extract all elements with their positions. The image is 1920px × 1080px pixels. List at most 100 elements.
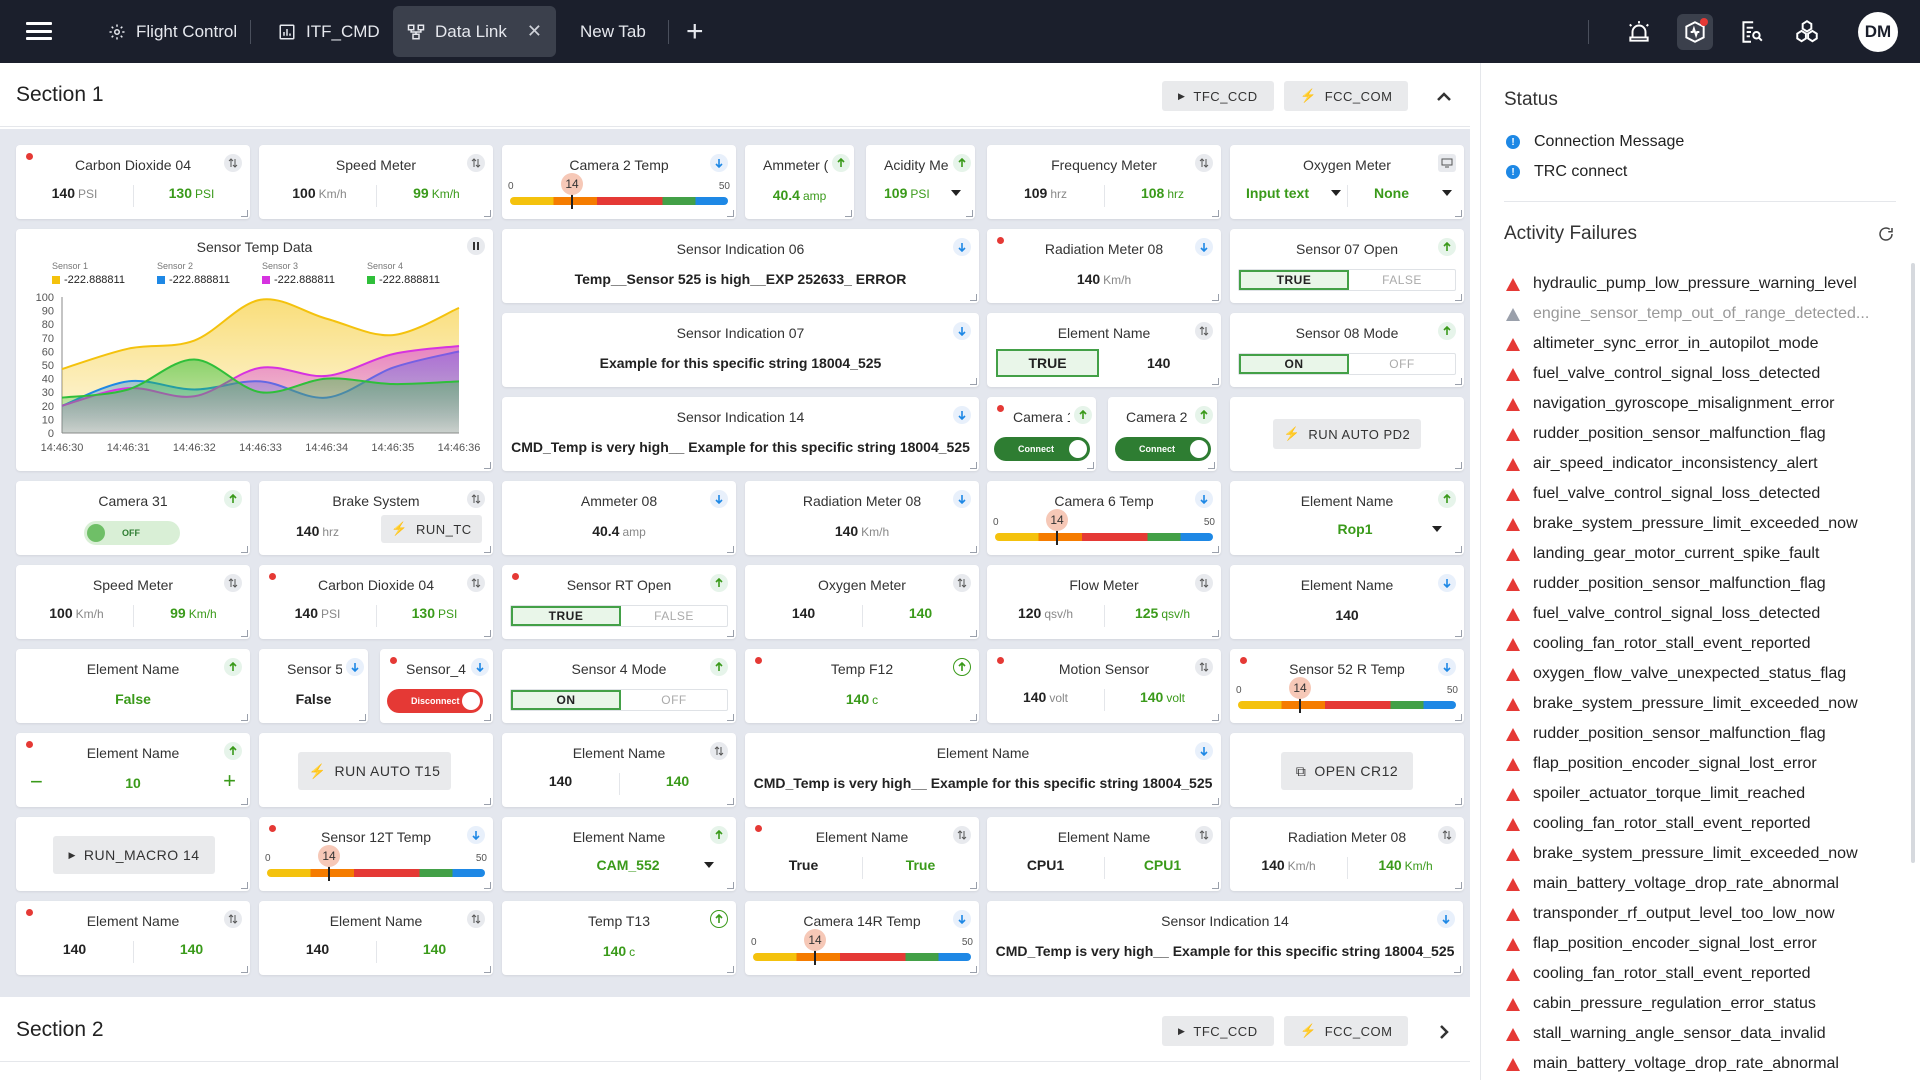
arrow-down-icon[interactable] <box>1437 910 1455 928</box>
swap-icon[interactable] <box>953 826 971 844</box>
failure-item[interactable]: engine_sensor_temp_out_of_range_detected… <box>1506 305 1869 323</box>
failure-item[interactable]: brake_system_pressure_limit_exceeded_now <box>1506 845 1858 863</box>
arrow-up-icon[interactable] <box>224 742 242 760</box>
failure-item[interactable]: altimeter_sync_error_in_autopilot_mode <box>1506 335 1819 353</box>
decrement-button[interactable]: − <box>30 769 43 794</box>
true-false-switch[interactable]: TRUE FALSE <box>1238 269 1456 291</box>
failure-item[interactable]: cooling_fan_rotor_stall_event_reported <box>1506 815 1811 833</box>
failure-item[interactable]: landing_gear_motor_current_spike_fault <box>1506 545 1819 563</box>
stepper-value[interactable]: 10 <box>125 775 141 791</box>
run-auto-pd2-button[interactable]: ⚡ RUN AUTO PD2 <box>1273 419 1421 449</box>
swap-icon[interactable] <box>224 574 242 592</box>
monitor-icon[interactable] <box>1438 154 1456 172</box>
failure-item[interactable]: cooling_fan_rotor_stall_event_reported <box>1506 965 1811 983</box>
add-tab-icon[interactable]: + <box>686 14 704 48</box>
failure-item[interactable]: fuel_valve_control_signal_loss_detected <box>1506 485 1820 503</box>
tab-data-link[interactable]: Data Link ✕ <box>393 6 556 57</box>
run-tc-button[interactable]: ⚡ RUN_TC <box>381 515 482 543</box>
arrow-up-icon[interactable] <box>710 574 728 592</box>
status-item[interactable]: ! TRC connect <box>1506 163 1627 181</box>
arrow-down-icon[interactable] <box>1438 574 1456 592</box>
rop-select[interactable]: Rop1 <box>1250 521 1442 537</box>
failure-item[interactable]: stall_warning_angle_sensor_data_invalid <box>1506 1025 1826 1043</box>
arrow-up-icon[interactable] <box>832 154 850 172</box>
arrow-up-icon[interactable] <box>1438 490 1456 508</box>
tab-new-tab[interactable]: New Tab <box>572 6 654 57</box>
failure-item[interactable]: main_battery_voltage_drop_rate_abnormal <box>1506 875 1839 893</box>
arrow-up-circle-icon[interactable] <box>953 658 971 676</box>
failure-item[interactable]: rudder_position_sensor_malfunction_flag <box>1506 575 1826 593</box>
swap-icon[interactable] <box>1195 574 1213 592</box>
report-search-icon[interactable] <box>1733 14 1769 50</box>
failure-item[interactable]: brake_system_pressure_limit_exceeded_now <box>1506 515 1858 533</box>
tfc-ccd-button[interactable]: ▶ TFC_CCD <box>1162 1016 1274 1046</box>
failure-item[interactable]: rudder_position_sensor_malfunction_flag <box>1506 725 1826 743</box>
failure-item[interactable]: fuel_valve_control_signal_loss_detected <box>1506 605 1820 623</box>
arrow-down-icon[interactable] <box>1195 742 1213 760</box>
arrow-up-icon[interactable] <box>1438 322 1456 340</box>
increment-button[interactable]: + <box>223 768 236 793</box>
swap-icon[interactable] <box>1195 154 1213 172</box>
arrow-up-icon[interactable] <box>1195 406 1213 424</box>
swap-icon[interactable] <box>1195 658 1213 676</box>
swap-icon[interactable] <box>710 742 728 760</box>
arrow-down-icon[interactable] <box>953 406 971 424</box>
arrow-down-icon[interactable] <box>467 826 485 844</box>
arrow-up-icon[interactable] <box>224 658 242 676</box>
open-cr12-button[interactable]: ⧉ OPEN CR12 <box>1281 752 1413 790</box>
input-text-select[interactable]: Input text <box>1246 185 1341 201</box>
arrow-up-icon[interactable] <box>710 826 728 844</box>
arrow-down-icon[interactable] <box>710 154 728 172</box>
arrow-up-circle-icon[interactable] <box>710 910 728 928</box>
arrow-up-icon[interactable] <box>224 490 242 508</box>
user-avatar[interactable]: DM <box>1858 12 1898 52</box>
failure-item[interactable]: spoiler_actuator_torque_limit_reached <box>1506 785 1805 803</box>
none-select[interactable]: None <box>1360 185 1452 201</box>
chevron-up-icon[interactable] <box>1432 85 1456 109</box>
failure-item[interactable]: air_speed_indicator_inconsistency_alert <box>1506 455 1818 473</box>
arrow-down-icon[interactable] <box>953 238 971 256</box>
arrow-up-icon[interactable] <box>710 658 728 676</box>
arrow-down-icon[interactable] <box>953 490 971 508</box>
tab-itf-cmd[interactable]: ITF_CMD <box>270 6 388 57</box>
close-icon[interactable]: ✕ <box>526 21 542 41</box>
arrow-up-icon[interactable] <box>953 154 971 172</box>
cam-select[interactable]: CAM_552 <box>522 857 714 873</box>
on-off-switch[interactable]: ON OFF <box>510 689 728 711</box>
connect-toggle[interactable]: Connect <box>994 437 1090 461</box>
arrow-down-icon[interactable] <box>471 658 489 676</box>
pause-icon[interactable] <box>467 237 485 255</box>
fcc-com-button[interactable]: ⚡ FCC_COM <box>1284 81 1409 111</box>
failure-item[interactable]: hydraulic_pump_low_pressure_warning_leve… <box>1506 275 1857 293</box>
swap-icon[interactable] <box>224 154 242 172</box>
failure-item[interactable]: main_battery_voltage_drop_rate_abnormal <box>1506 1055 1839 1073</box>
swap-icon[interactable] <box>467 154 485 172</box>
run-macro-14-button[interactable]: ▶ RUN_MACRO 14 <box>53 836 215 874</box>
failure-item[interactable]: fuel_valve_control_signal_loss_detected <box>1506 365 1820 383</box>
failure-item[interactable]: flap_position_encoder_signal_lost_error <box>1506 755 1817 773</box>
acidity-select[interactable]: 109 PSI <box>884 185 961 201</box>
swap-icon[interactable] <box>1438 826 1456 844</box>
failure-item[interactable]: flap_position_encoder_signal_lost_error <box>1506 935 1817 953</box>
failure-item[interactable]: brake_system_pressure_limit_exceeded_now <box>1506 695 1858 713</box>
failure-item[interactable]: cabin_pressure_regulation_error_status <box>1506 995 1816 1013</box>
arrow-down-icon[interactable] <box>1438 658 1456 676</box>
swap-icon[interactable] <box>467 910 485 928</box>
failure-item[interactable]: navigation_gyroscope_misalignment_error <box>1506 395 1835 413</box>
swap-icon[interactable] <box>467 490 485 508</box>
status-item[interactable]: ! Connection Message <box>1506 133 1684 151</box>
arrow-up-icon[interactable] <box>1438 238 1456 256</box>
modules-icon[interactable] <box>1789 14 1825 50</box>
swap-icon[interactable] <box>953 574 971 592</box>
failure-item[interactable]: cooling_fan_rotor_stall_event_reported <box>1506 635 1811 653</box>
true-false-switch[interactable]: TRUE FALSE <box>510 605 728 627</box>
failure-item[interactable]: transponder_rf_output_level_too_low_now <box>1506 905 1835 923</box>
scrollbar[interactable] <box>1911 263 1915 863</box>
run-auto-t15-button[interactable]: ⚡ RUN AUTO T15 <box>298 752 451 790</box>
on-off-switch[interactable]: ON OFF <box>1238 353 1456 375</box>
connect-toggle[interactable]: Connect <box>1115 437 1211 461</box>
arrow-down-icon[interactable] <box>1195 490 1213 508</box>
refresh-icon[interactable] <box>1877 225 1895 243</box>
arrow-down-icon[interactable] <box>953 910 971 928</box>
chevron-right-icon[interactable] <box>1432 1020 1456 1044</box>
